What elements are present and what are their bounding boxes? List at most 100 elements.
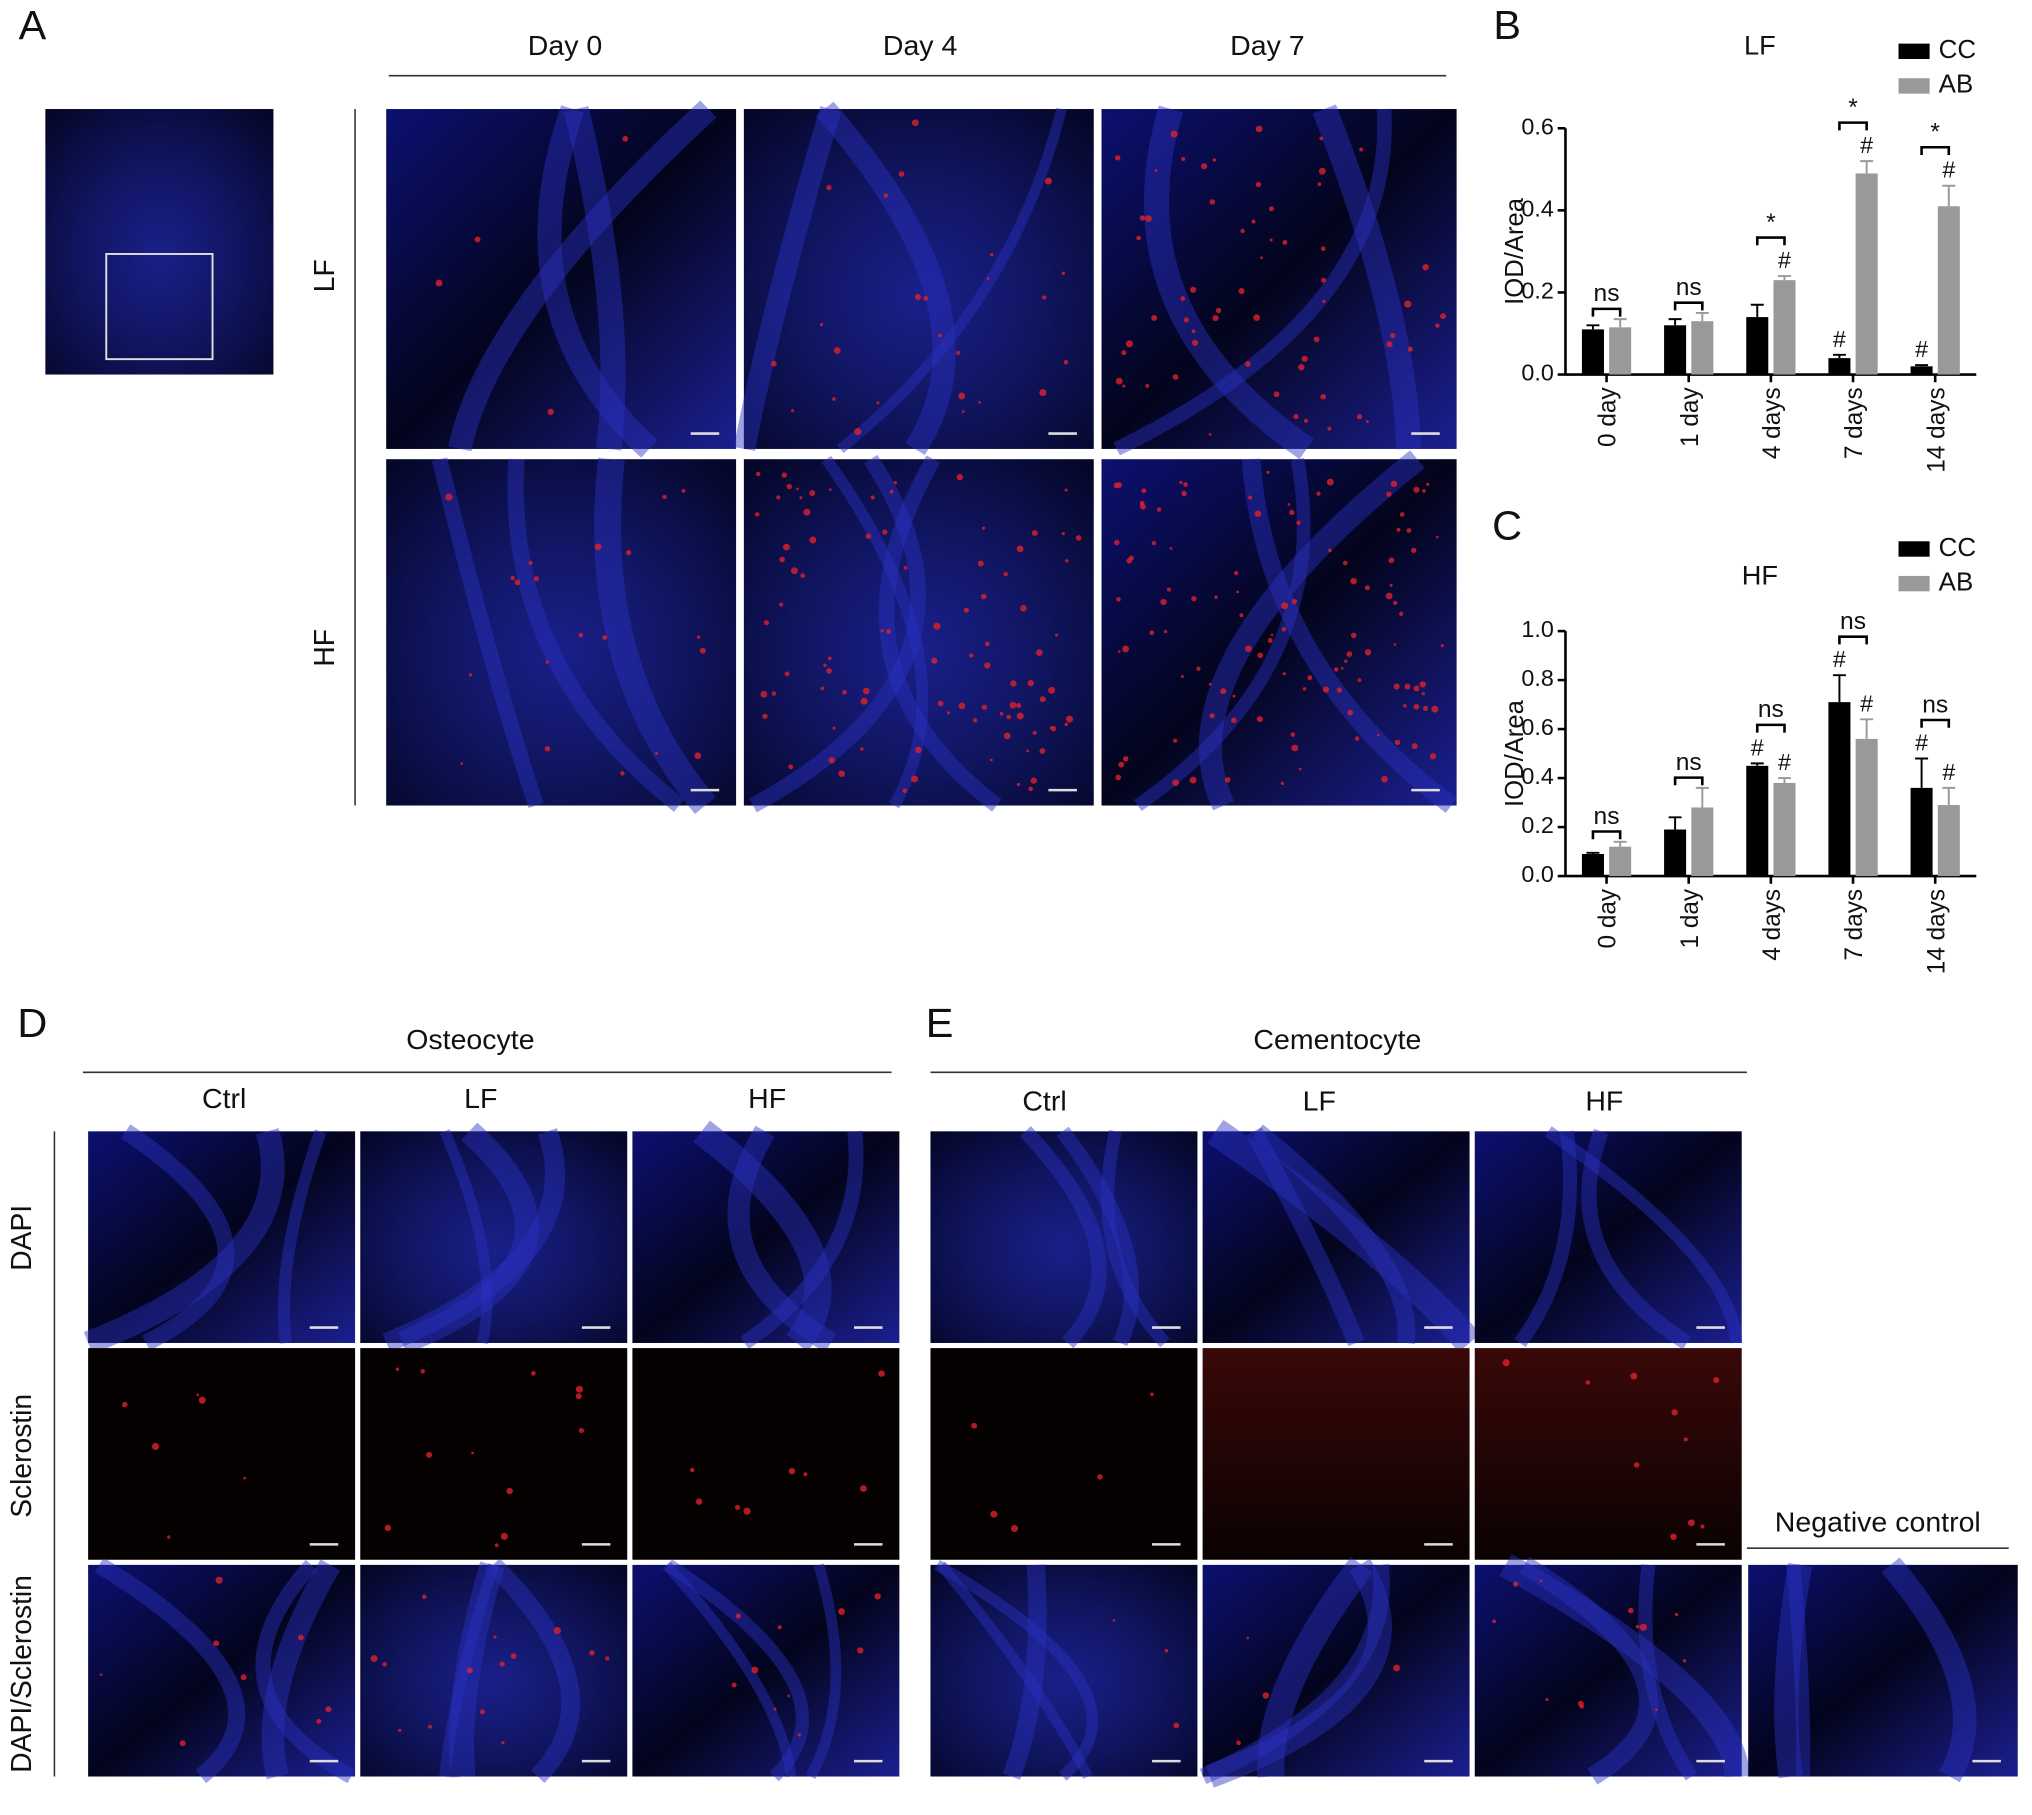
significance-label: * xyxy=(1848,94,1858,121)
stain-dot xyxy=(898,171,905,177)
bar xyxy=(1773,782,1796,877)
micrograph xyxy=(360,1131,628,1343)
micrograph xyxy=(88,1131,356,1343)
stain-dot xyxy=(196,1393,200,1397)
x-tick-label: 0 day xyxy=(1595,888,1622,948)
stain-dot xyxy=(1287,503,1291,506)
stain-dot xyxy=(832,397,836,401)
stain-dot xyxy=(1426,482,1430,486)
error-bar xyxy=(1860,718,1874,739)
stain-dot xyxy=(790,409,795,413)
stain-dot xyxy=(1097,1474,1103,1480)
tissue-band xyxy=(1257,1556,1373,1778)
stain-dot xyxy=(1350,632,1357,639)
stain-dot xyxy=(1061,532,1065,536)
stain-dot xyxy=(695,1498,703,1505)
stain-dot xyxy=(514,579,521,586)
significance-marker: # xyxy=(1833,646,1846,672)
stain-dot xyxy=(1298,767,1302,771)
stain-dot xyxy=(1201,163,1208,170)
bar xyxy=(1828,702,1851,877)
bar xyxy=(1581,329,1604,375)
tissue-band xyxy=(821,455,929,809)
stain-dot xyxy=(1251,219,1256,224)
stain-dot xyxy=(1654,1708,1658,1712)
stain-dot xyxy=(1291,744,1299,752)
tissue-band xyxy=(563,106,626,451)
stain-dot xyxy=(1440,313,1447,320)
significance-bracket xyxy=(1673,776,1704,786)
stain-dot xyxy=(1390,480,1398,488)
tissue-band xyxy=(749,454,926,813)
x-tick-label: 4 days xyxy=(1759,889,1786,961)
legend-swatch xyxy=(1898,43,1930,60)
legend-label: CC xyxy=(1939,534,1976,562)
stain-dot xyxy=(370,1655,378,1662)
stain-dot xyxy=(1682,1659,1687,1663)
stain-dot xyxy=(1044,177,1052,185)
stain-dot xyxy=(876,401,880,405)
significance-marker: # xyxy=(1778,247,1791,273)
stain-dot xyxy=(796,487,799,491)
bar xyxy=(1609,327,1632,375)
stain-dot xyxy=(1267,638,1273,644)
micrograph xyxy=(386,109,737,449)
x-tick-label: 4 days xyxy=(1759,387,1786,459)
panel-letter: A xyxy=(19,2,47,48)
stain-dot xyxy=(755,512,760,517)
micrograph xyxy=(930,1131,1198,1343)
stain-dot xyxy=(883,193,889,198)
bar xyxy=(1746,317,1769,375)
stain-dot xyxy=(828,757,836,764)
stain-dot xyxy=(694,752,702,760)
stain-dot xyxy=(1390,332,1396,339)
stain-dot xyxy=(1290,732,1296,737)
micrograph xyxy=(632,1564,900,1777)
significance-marker: # xyxy=(1778,749,1791,775)
stain-dot xyxy=(1386,341,1393,348)
stain-dot xyxy=(1191,329,1196,334)
stain-dot xyxy=(963,607,969,613)
stain-dot xyxy=(1064,488,1068,492)
stain-dot xyxy=(1269,238,1273,242)
stain-dot xyxy=(1212,158,1217,162)
stain-dot xyxy=(870,495,875,500)
significance-marker: # xyxy=(1942,157,1955,183)
stain-dot xyxy=(1389,583,1393,587)
tissue-band xyxy=(120,1124,235,1351)
tissue-band xyxy=(1207,1119,1481,1352)
stain-dot xyxy=(1039,748,1046,754)
error-bar xyxy=(1695,786,1709,808)
error-bar xyxy=(1832,353,1846,359)
stain-dot xyxy=(493,1635,497,1639)
stain-dot xyxy=(1326,478,1334,486)
micrograph xyxy=(930,1348,1198,1560)
stain-dot xyxy=(655,751,659,755)
tissue-band xyxy=(1205,1558,1392,1788)
stain-dot xyxy=(1393,1664,1401,1672)
column-label: Day 4 xyxy=(883,30,957,62)
stain-dot xyxy=(533,576,540,582)
tissue-band xyxy=(594,457,716,815)
stain-dot xyxy=(1413,703,1420,710)
stain-dot xyxy=(889,489,894,494)
stain-dot xyxy=(121,1401,128,1408)
stain-dot xyxy=(809,490,816,496)
x-tick-label: 1 day xyxy=(1677,888,1704,948)
legend-swatch xyxy=(1898,575,1930,592)
stain-dot xyxy=(735,1613,741,1619)
stain-dot xyxy=(382,1662,388,1667)
panel-letter: E xyxy=(926,1000,954,1046)
stain-dot xyxy=(99,1673,103,1677)
stain-dot xyxy=(784,671,790,677)
significance-bracket xyxy=(1673,301,1704,311)
bar xyxy=(1746,765,1769,877)
tissue-band xyxy=(740,1130,864,1350)
stain-dot xyxy=(1293,414,1299,420)
tissue-band xyxy=(934,1559,1098,1781)
tissue-band xyxy=(1519,1556,1659,1785)
tissue-band xyxy=(1002,1564,1047,1780)
stain-dot xyxy=(1166,587,1172,592)
stain-dot xyxy=(1333,667,1339,672)
